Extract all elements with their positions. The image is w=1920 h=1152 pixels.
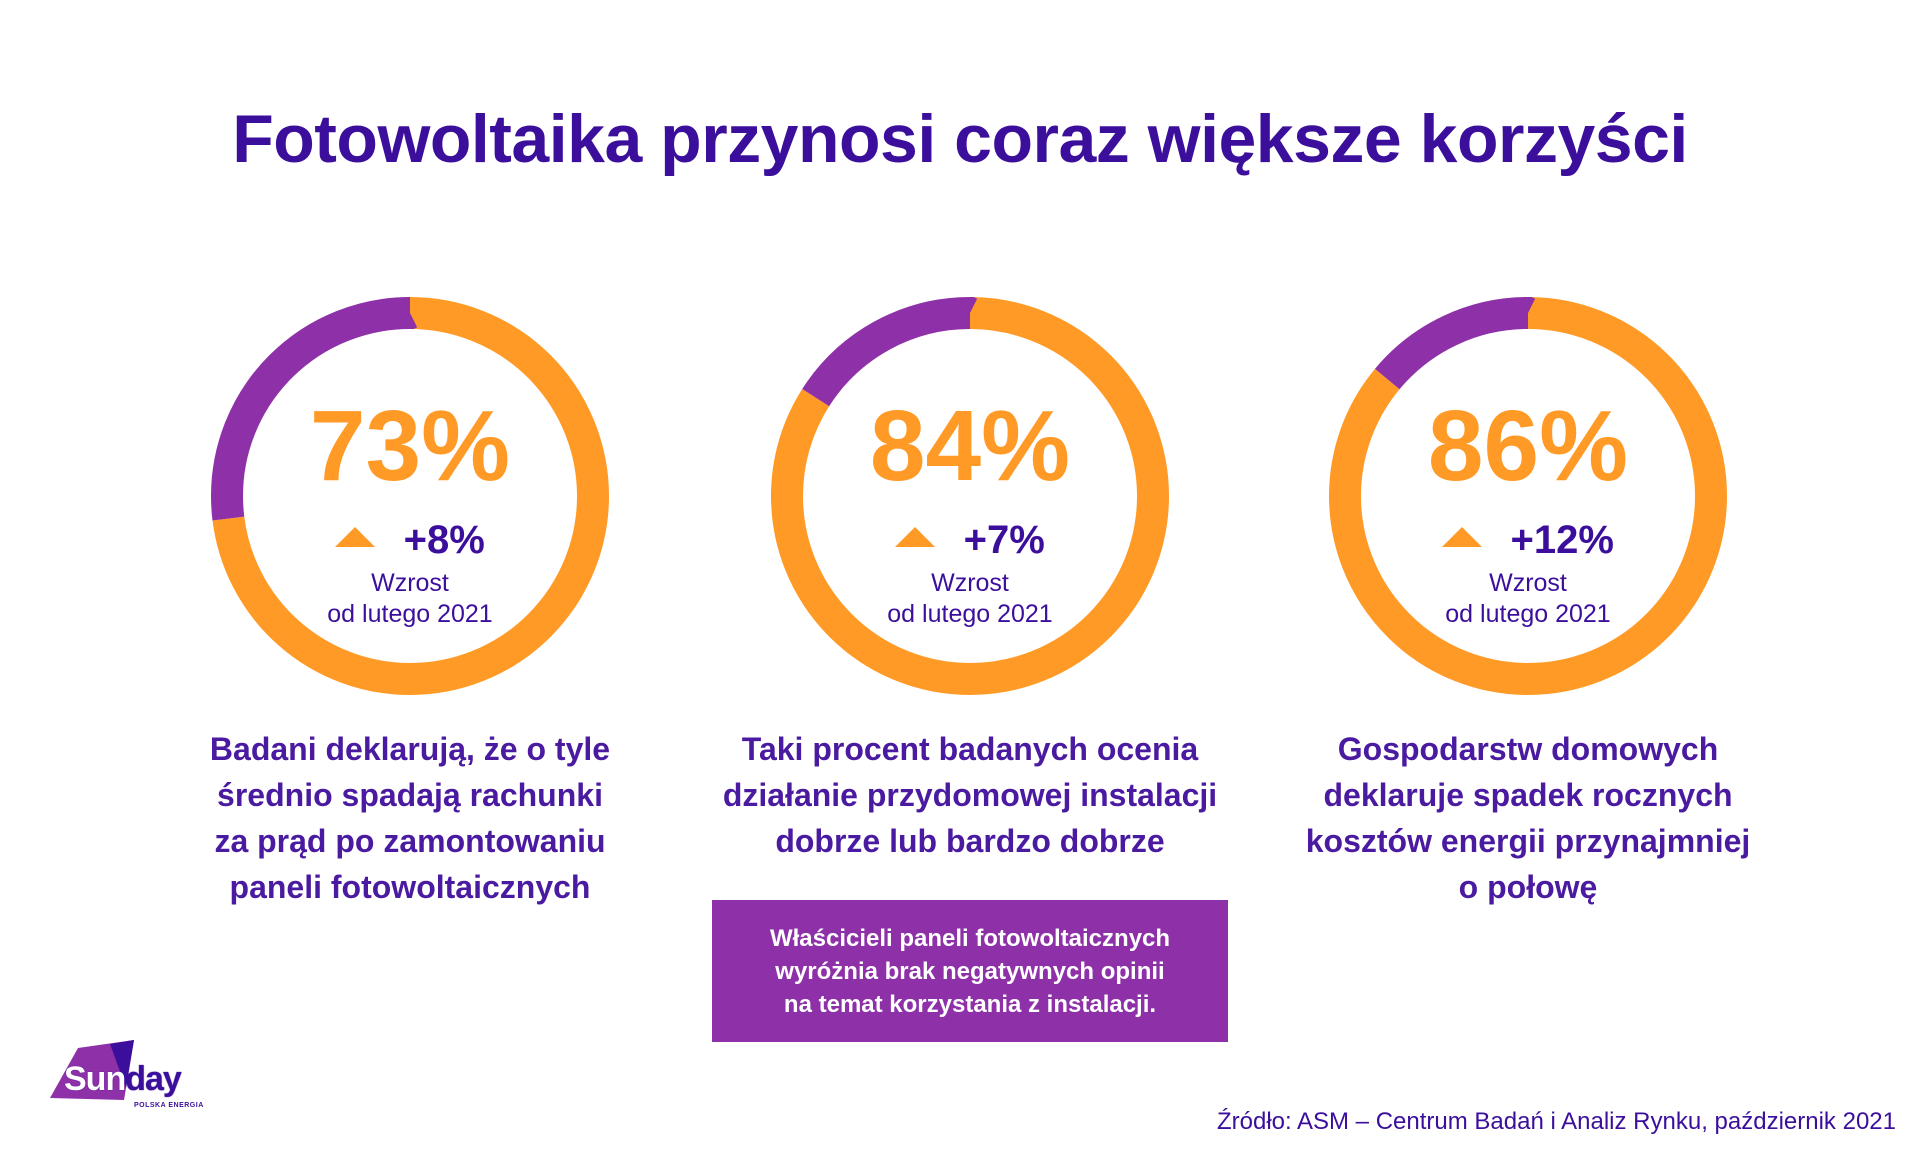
change-value-2: +7% [963,518,1045,562]
note-line: Właścicieli paneli fotowoltaicznych [769,924,1171,952]
growth-label: Wzrost [1489,569,1567,597]
donut-chart-1: 73% +8% Wzrost od lutego 2021 [210,296,610,696]
description-line: Gospodarstw domowych [1337,731,1719,767]
change-value-3: +12% [1510,518,1614,562]
change-value-1: +8% [403,518,485,562]
up-arrow-icon [335,526,376,547]
sunday-logo: Sunday POLSKA ENERGIA [50,1040,210,1112]
description-line: Taki procent badanych ocenia [741,731,1199,767]
change-row-2: +7% [770,518,1170,564]
donut-slice-remainder [1329,297,1727,695]
description-1: Badani deklarują, że o tyle średnio spad… [120,726,700,910]
growth-period: od lutego 2021 [327,600,493,628]
growth-label: Wzrost [371,569,449,597]
highlight-note: Właścicieli paneli fotowoltaicznych wyró… [712,900,1228,1042]
donut-value-3: 86% [1427,390,1629,502]
donut-slice-remainder [211,297,609,695]
description-line: za prąd po zamontowaniu [214,823,606,859]
description-line: kosztów energii przynajmniej [1305,823,1751,859]
logo-word-part2: day [125,1060,182,1098]
note-text: Właścicieli paneli fotowoltaicznych wyró… [735,922,1205,1021]
description-line: działanie przydomowej instalacji [722,777,1218,813]
donut-value-2: 84% [869,390,1071,502]
description-line: paneli fotowoltaicznych [229,869,591,905]
source-note: Źródło: ASM – Centrum Badań i Analiz Ryn… [1216,1108,1896,1135]
growth-period: od lutego 2021 [887,600,1053,628]
donut-svg-1 [211,297,609,695]
growth-text-3: Wzrost od lutego 2021 [1328,568,1728,630]
donut-value-1: 73% [309,390,511,502]
donut-svg-2 [771,297,1169,695]
donut-chart-3: 86% +12% Wzrost od lutego 2021 [1328,296,1728,696]
description-line: deklaruje spadek rocznych [1323,777,1733,813]
page-title: Fotowoltaika przynosi coraz większe korz… [232,101,1688,177]
description-line: o połowę [1458,869,1598,905]
logo-subtitle: POLSKA ENERGIA [134,1102,204,1109]
growth-text-2: Wzrost od lutego 2021 [770,568,1170,630]
note-line: wyróżnia brak negatywnych opinii [775,957,1165,985]
growth-text-1: Wzrost od lutego 2021 [210,568,610,630]
growth-period: od lutego 2021 [1445,600,1611,628]
description-line: dobrze lub bardzo dobrze [775,823,1165,859]
donut-chart-2: 84% +7% Wzrost od lutego 2021 [770,296,1170,696]
description-3: Gospodarstw domowych deklaruje spadek ro… [1238,726,1818,910]
donut-slice-remainder [771,297,1169,695]
logo-word-part1: Sun [64,1060,126,1098]
up-arrow-icon [895,526,936,547]
change-row-1: +8% [210,518,610,564]
change-row-3: +12% [1328,518,1728,564]
note-line: na temat korzystania z instalacji. [783,990,1157,1018]
description-2: Taki procent badanych ocenia działanie p… [680,726,1260,864]
logo-wordmark: Sunday [64,1060,182,1099]
description-line: Badani deklarują, że o tyle [209,731,611,767]
logo-mark-icon [50,1040,134,1100]
description-line: średnio spadają rachunki [217,777,603,813]
growth-label: Wzrost [931,569,1009,597]
donut-svg-3 [1329,297,1727,695]
up-arrow-icon [1442,526,1483,547]
